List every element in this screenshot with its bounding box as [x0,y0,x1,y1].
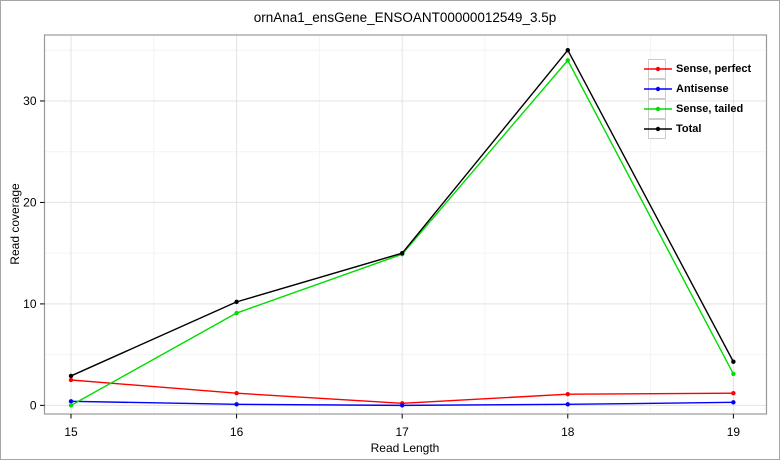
data-point [399,250,405,256]
legend-key-point [655,126,661,132]
legend-label: Total [676,123,702,135]
legend-item: Sense, tailed [643,99,751,119]
data-point [565,58,570,63]
x-tick-label: 15 [64,425,78,439]
legend-key-point [655,86,661,92]
legend-key [644,119,672,139]
chart-title: ornAna1_ensGene_ENSOANT00000012549_3.5p [253,10,557,25]
x-tick-label: 18 [561,425,575,439]
panel-background [44,35,767,414]
y-tick-label: 30 [23,94,37,108]
legend-key-point [655,66,661,72]
data-point [731,400,736,405]
x-tick-label: 17 [396,425,410,439]
legend-label: Sense, tailed [676,103,744,115]
data-point [68,377,74,383]
y-tick-label: 10 [23,297,37,311]
legend-key [644,59,672,79]
legend-key [644,99,672,119]
data-point [731,359,736,364]
data-point [68,373,74,379]
data-point [565,48,570,53]
legend-item: Sense, perfect [643,59,751,79]
data-point [731,390,736,396]
y-tick-label: 0 [30,398,37,412]
data-point [565,392,570,397]
legend: Sense, perfect Antisense Sense, tailed Tota… [643,59,751,139]
x-axis-title: Read Length [370,441,440,455]
y-tick-label: 20 [23,195,37,209]
x-tick-label: 16 [230,425,244,439]
x-tick-label: 19 [727,425,741,439]
legend-label: Antisense [676,83,729,95]
data-point [399,403,405,408]
legend-item: Total [643,119,751,139]
legend-item: Antisense [643,79,751,99]
legend-key-point [655,106,661,112]
legend-key [644,79,672,99]
panel-border [43,34,768,415]
data-point [565,402,570,407]
data-point [68,403,74,408]
data-point [731,371,736,377]
data-point [234,299,239,305]
legend-label: Sense, perfect [676,63,752,75]
data-point [234,402,239,407]
data-point [68,399,74,404]
data-point [234,310,239,316]
data-point [234,390,239,396]
